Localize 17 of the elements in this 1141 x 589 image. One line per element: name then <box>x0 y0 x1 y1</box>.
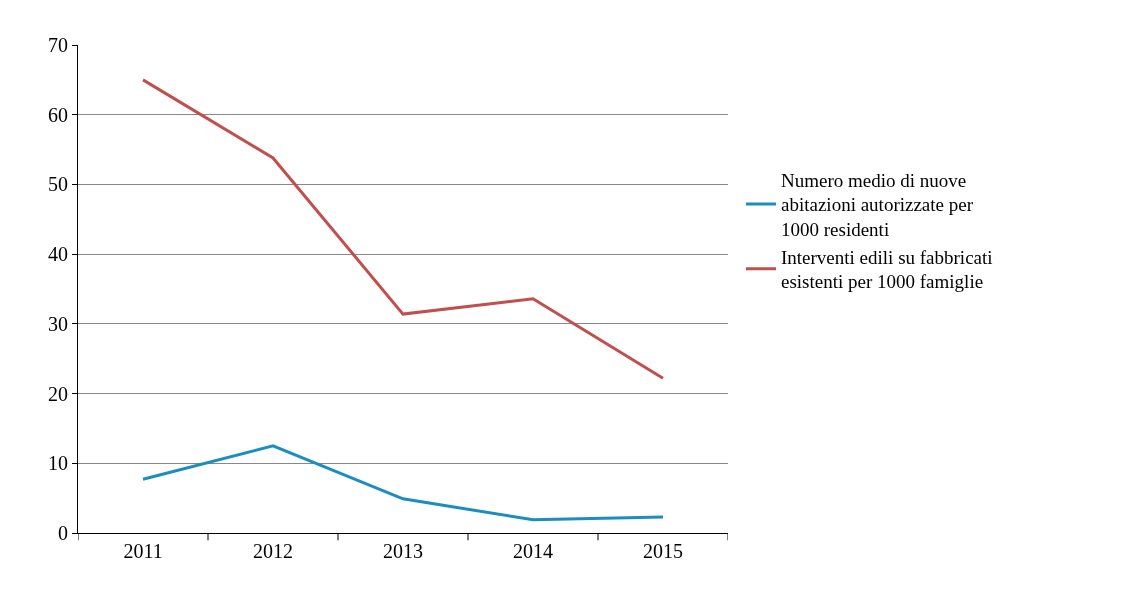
line-series <box>141 444 665 522</box>
y-tick-label: 30 <box>48 312 68 335</box>
x-tick-label: 2011 <box>123 540 163 562</box>
y-tick-label: 50 <box>48 173 68 196</box>
y-tick-label: 20 <box>48 382 68 405</box>
x-tick-label: 2014 <box>513 540 553 562</box>
y-tick-label: 70 <box>48 34 68 56</box>
y-tick-label: 40 <box>48 243 68 266</box>
x-tick-label: 2013 <box>383 540 423 562</box>
y-tick-label: 0 <box>58 522 68 544</box>
x-tick-label: 2015 <box>643 540 683 562</box>
y-tick-label: 60 <box>48 103 68 126</box>
line-series <box>141 78 665 380</box>
y-tick-label: 10 <box>48 452 68 475</box>
legend-label: Numero medio di nuove abitazioni autorizzate per 1000 residenti <box>781 169 974 241</box>
legend-label: Interventi edili su fabbricati esistenti per 1000 famiglie <box>781 246 993 293</box>
x-tick-label: 2012 <box>253 540 293 562</box>
